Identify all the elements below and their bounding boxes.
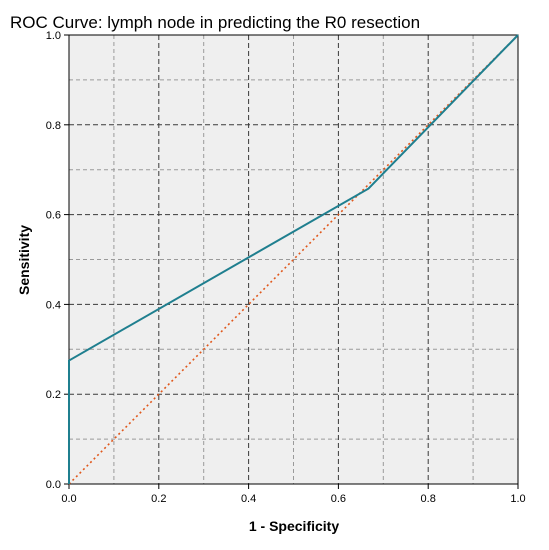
x-tick-label: 0.4 (241, 493, 256, 505)
x-tick-label: 0.0 (61, 493, 76, 505)
chart-title: ROC Curve: lymph node in predicting the … (10, 13, 420, 32)
grid-lines (69, 35, 518, 484)
x-tick-label: 0.8 (421, 493, 436, 505)
y-axis-title: Sensitivity (16, 225, 32, 295)
series-layer (68, 34, 519, 485)
x-tick-label: 0.2 (151, 493, 166, 505)
x-tick-label: 1.0 (510, 493, 525, 505)
x-tick-label: 0.6 (331, 493, 346, 505)
plot-frame (68, 34, 519, 485)
y-tick-label: 0.4 (46, 299, 61, 311)
y-tick-label: 0.6 (46, 210, 61, 222)
x-axis-title: 1 - Specificity (249, 518, 339, 534)
reference-line (68, 34, 519, 485)
roc-curve (68, 34, 519, 484)
y-tick-label: 1.0 (46, 30, 61, 42)
y-tick-label: 0.0 (46, 479, 61, 491)
tick-labels: 0.0 0.2 0.4 0.6 0.8 1.0 0.0 0.2 0.4 0.6 0.8 1.0 (46, 30, 526, 505)
axes (68, 34, 519, 485)
y-tick-label: 0.2 (46, 389, 61, 401)
y-tick-label: 0.8 (46, 120, 61, 132)
